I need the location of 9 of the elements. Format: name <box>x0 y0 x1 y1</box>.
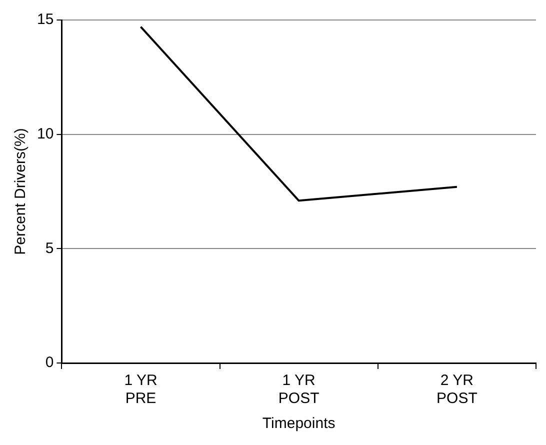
y-tick-label: 0 <box>45 354 54 372</box>
x-tick-label: 2 YR POST <box>436 372 478 408</box>
y-tick-label: 10 <box>36 125 54 142</box>
y-tick-label: 15 <box>36 11 54 28</box>
y-tick-label: 5 <box>45 240 54 257</box>
y-axis-title: Percent Drivers(%) <box>12 128 30 255</box>
x-axis-title: Timepoints <box>262 415 336 432</box>
x-tick-label: 1 YR POST <box>278 372 320 408</box>
x-tick-label: 1 YR PRE <box>124 372 158 408</box>
